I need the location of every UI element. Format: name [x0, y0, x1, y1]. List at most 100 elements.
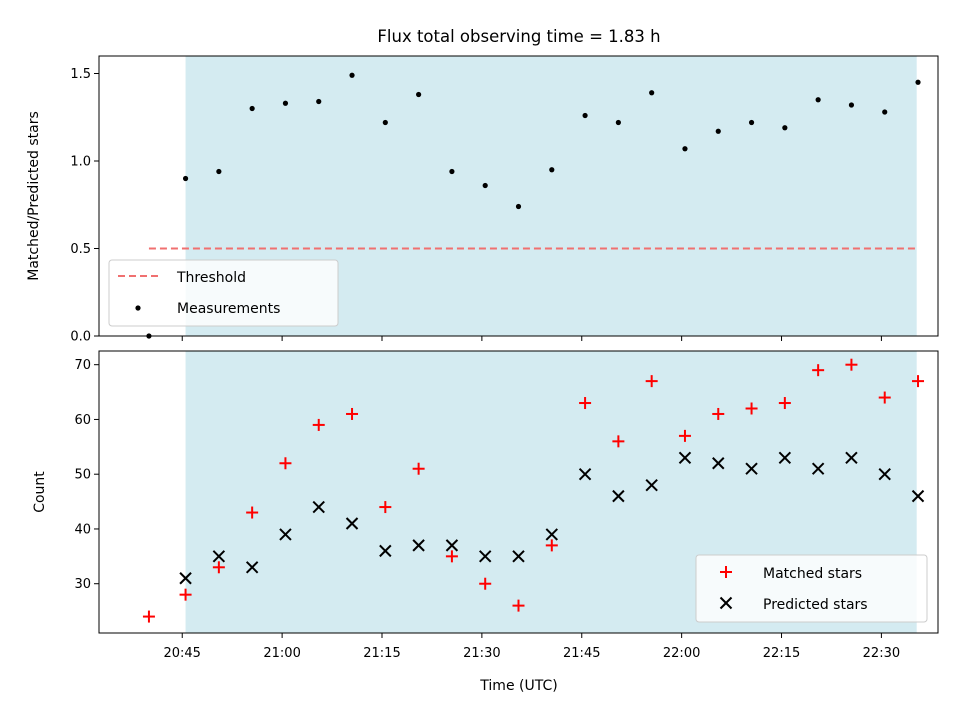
measurement-point: [915, 79, 921, 85]
predicted-star-point: [478, 550, 492, 563]
legend-matched-swatch: [720, 566, 732, 578]
measurement-point: [882, 109, 888, 115]
predicted-star-point: [745, 462, 758, 475]
x-tick-label: 21:30: [463, 646, 500, 661]
matched-star-point: [545, 539, 558, 552]
x-tick-label: 21:00: [263, 646, 300, 661]
measurement-point: [216, 168, 222, 175]
bottom-panel: 30 40 50 60 70 20:45 21:00 21:15 21:30 21:45 22:0…: [32, 350, 939, 694]
measurement-point: [449, 168, 455, 175]
top-points-layer: [146, 72, 921, 339]
predicted-star-point: [445, 539, 459, 552]
predicted-star-point: [212, 550, 226, 563]
measurement-point: [382, 119, 388, 126]
measurement-point: [782, 125, 788, 131]
matched-star-point: [179, 588, 192, 601]
legend-matched-label: Matched stars: [763, 566, 862, 582]
bottom-points-layer: [142, 358, 925, 623]
matched-star-point: [745, 402, 758, 415]
predicted-star-point: [678, 451, 692, 464]
legend-plus-marker: [720, 566, 732, 578]
predicted-star-point: [245, 561, 259, 574]
measurement-point: [416, 91, 422, 98]
matched-star-point: [246, 506, 259, 519]
x-tick-label: 21:15: [363, 646, 400, 661]
bottom-y-tick-label: 50: [74, 468, 91, 483]
predicted-star-point: [312, 500, 325, 514]
x-tick-label: 21:45: [563, 646, 600, 661]
top-y-tick-label: 0.5: [70, 242, 91, 257]
predicted-star-point: [878, 467, 891, 481]
measurement-point: [582, 112, 588, 119]
x-axis-label: Time (UTC): [479, 678, 557, 694]
measurement-point: [615, 119, 621, 126]
matched-star-point: [612, 435, 625, 448]
measurement-point: [549, 167, 555, 173]
measurement-point: [649, 90, 655, 96]
matched-star-point: [645, 375, 658, 388]
measurement-point: [482, 182, 488, 189]
bottom-y-tick-label: 60: [74, 413, 91, 428]
legend-measurements-label: Measurements: [177, 301, 280, 317]
matched-star-point: [878, 391, 891, 404]
matched-star-point: [712, 407, 725, 420]
predicted-star-point: [612, 489, 625, 503]
measurement-point: [349, 72, 355, 78]
bottom-x-axis: 20:45 21:00 21:15 21:30 21:45 22:00 22:15 22:30: [163, 633, 900, 661]
legend-measurements-swatch: [135, 305, 141, 311]
predicted-star-point: [778, 451, 792, 464]
bottom-y-tick-label: 70: [74, 358, 91, 373]
bottom-plot-frame: [98, 350, 939, 634]
predicted-star-point: [179, 572, 192, 585]
matched-star-point: [845, 358, 858, 371]
bottom-y-tick-label: 30: [74, 577, 91, 592]
measurement-point: [815, 97, 821, 103]
bottom-y-axis: 30 40 50 60 70: [74, 358, 99, 592]
measurement-point: [748, 119, 755, 126]
legend-x-marker: [719, 596, 733, 610]
matched-star-point: [479, 577, 492, 590]
predicted-star-point: [578, 467, 592, 481]
predicted-star-point: [811, 462, 825, 475]
predicted-star-point: [379, 544, 392, 558]
bottom-y-tick-label: 40: [74, 522, 91, 537]
predicted-star-point: [279, 528, 292, 541]
x-tick-label: 20:45: [163, 646, 200, 661]
measurement-point: [682, 146, 688, 152]
bottom-legend-box: [695, 554, 928, 623]
legend-threshold-label: Threshold: [176, 270, 246, 286]
predicted-star-point: [545, 528, 559, 541]
x-tick-label: 22:15: [763, 646, 800, 661]
predicted-star-point: [911, 489, 925, 503]
top-panel: 0.0 0.5 1.0 1.5 Matched/Predicted stars Thr…: [26, 55, 939, 345]
chart-title: Flux total observing time = 1.83 h: [377, 27, 660, 46]
top-x-ticks: [181, 336, 882, 341]
matched-star-point: [912, 375, 925, 388]
measurement-point: [182, 175, 189, 182]
top-y-tick-label: 1.5: [70, 67, 91, 82]
measurement-point: [848, 102, 855, 108]
matched-star-point: [678, 429, 691, 442]
x-tick-label: 22:30: [863, 646, 900, 661]
matched-star-point: [379, 501, 392, 514]
top-y-tick-label: 0.0: [70, 330, 91, 345]
legend-predicted-swatch: [719, 596, 733, 610]
matched-star-point: [412, 462, 425, 475]
predicted-star-point: [512, 550, 525, 563]
matched-star-point: [778, 397, 791, 410]
top-y-tick-label: 1.0: [70, 155, 91, 170]
matched-star-point: [579, 397, 592, 410]
bottom-y-axis-label: Count: [32, 471, 48, 513]
matched-star-point: [346, 407, 359, 420]
legend-predicted-label: Predicted stars: [763, 597, 868, 613]
matched-star-point: [512, 599, 525, 612]
measurement-point: [282, 100, 289, 106]
predicted-star-point: [345, 517, 359, 530]
predicted-star-point: [412, 539, 425, 552]
matched-star-point: [142, 610, 155, 623]
measurement-point: [249, 105, 255, 112]
matched-star-point: [445, 550, 458, 563]
top-plot-frame: [98, 55, 939, 337]
measurement-point: [316, 98, 322, 105]
